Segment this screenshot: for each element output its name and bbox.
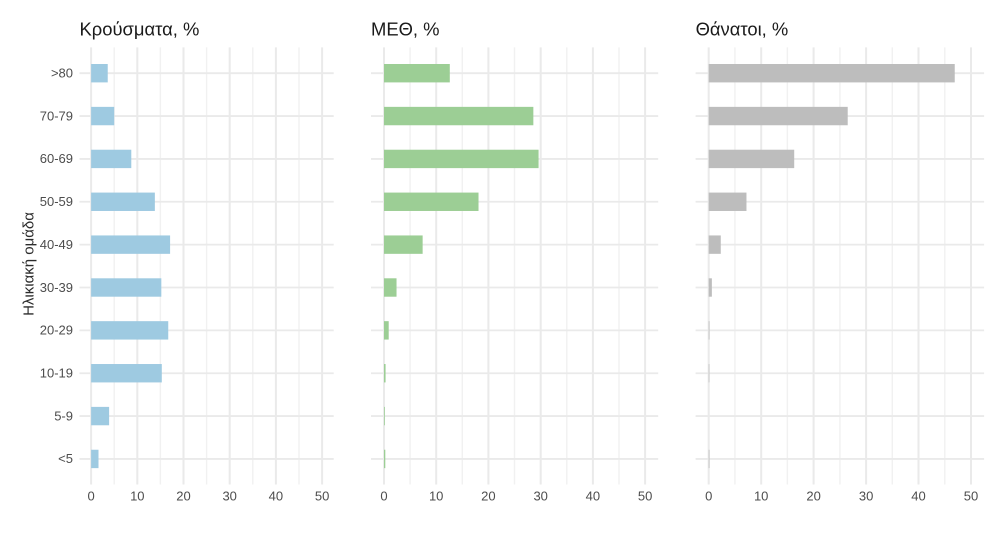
- svg-text:5-9: 5-9: [54, 408, 73, 423]
- svg-text:40: 40: [911, 489, 925, 504]
- svg-text:0: 0: [705, 489, 712, 504]
- svg-text:40: 40: [269, 489, 283, 504]
- svg-text:50: 50: [638, 489, 652, 504]
- svg-text:20: 20: [481, 489, 495, 504]
- svg-text:10: 10: [754, 489, 768, 504]
- svg-text:50-59: 50-59: [40, 194, 73, 209]
- svg-text:0: 0: [380, 489, 387, 504]
- svg-text:70-79: 70-79: [40, 108, 73, 123]
- svg-text:30: 30: [222, 489, 236, 504]
- svg-text:Θάνατοι, %: Θάνατοι, %: [696, 19, 789, 40]
- svg-text:20: 20: [806, 489, 820, 504]
- svg-text:Κρούσματα, %: Κρούσματα, %: [80, 19, 200, 40]
- svg-text:30: 30: [533, 489, 547, 504]
- svg-text:10-19: 10-19: [40, 366, 73, 381]
- svg-text:50: 50: [964, 489, 978, 504]
- svg-text:20-29: 20-29: [40, 323, 73, 338]
- svg-text:>80: >80: [51, 66, 73, 81]
- svg-text:30-39: 30-39: [40, 280, 73, 295]
- svg-text:0: 0: [87, 489, 94, 504]
- svg-text:30: 30: [859, 489, 873, 504]
- svg-text:40-49: 40-49: [40, 237, 73, 252]
- svg-text:10: 10: [130, 489, 144, 504]
- svg-text:Ηλικιακή ομάδα: Ηλικιακή ομάδα: [21, 212, 38, 316]
- svg-text:<5: <5: [58, 451, 73, 466]
- svg-text:20: 20: [176, 489, 190, 504]
- svg-text:ΜΕΘ, %: ΜΕΘ, %: [371, 19, 439, 40]
- svg-text:50: 50: [315, 489, 329, 504]
- svg-text:10: 10: [429, 489, 443, 504]
- svg-text:60-69: 60-69: [40, 151, 73, 166]
- svg-text:40: 40: [586, 489, 600, 504]
